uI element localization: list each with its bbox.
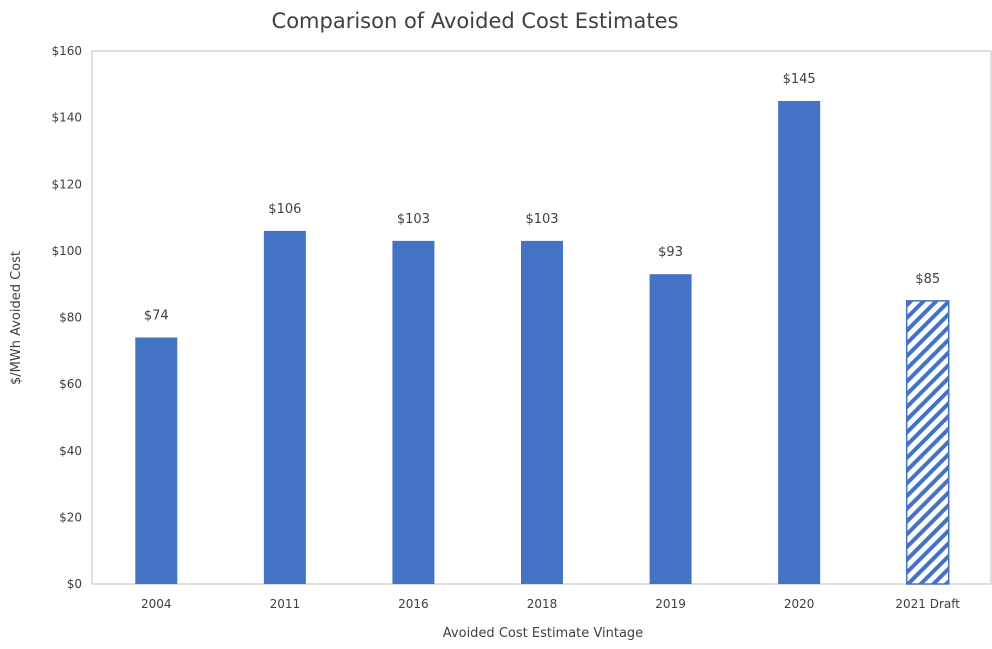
y-axis-title: $/MWh Avoided Cost [9, 251, 24, 385]
x-tick-label: 2011 [270, 597, 301, 611]
bars [135, 100, 950, 585]
x-axis-ticks: 2004 2011 2016 2018 2019 2020 2021 Draft [141, 597, 960, 611]
bar-2018 [521, 240, 563, 584]
bar-data-labels: $74 $106 $103 $103 $93 $145 $85 [144, 72, 940, 324]
bar-data-label: $103 [397, 212, 430, 227]
y-tick-label: $140 [51, 111, 82, 125]
bar-data-label: $103 [525, 212, 558, 227]
y-tick-label: $40 [59, 444, 82, 458]
bar-data-label: $145 [783, 72, 816, 87]
bar-2004 [135, 337, 178, 584]
x-tick-label: 2020 [784, 597, 815, 611]
y-tick-label: $60 [59, 377, 82, 391]
bar-data-label: $106 [268, 202, 301, 217]
x-tick-label: 2016 [398, 597, 429, 611]
chart-title: Comparison of Avoided Cost Estimates [272, 9, 679, 33]
y-tick-label: $0 [67, 577, 82, 591]
bar-data-label: $74 [144, 308, 169, 323]
bar-2011 [263, 230, 306, 584]
y-tick-label: $20 [59, 510, 82, 524]
y-tick-label: $80 [59, 311, 82, 325]
bar-2016 [392, 240, 435, 584]
x-axis-title: Avoided Cost Estimate Vintage [443, 626, 643, 641]
bar-data-label: $85 [915, 272, 940, 287]
bar-2021-draft [905, 300, 950, 585]
x-tick-label: 2018 [527, 597, 558, 611]
x-tick-label: 2019 [655, 597, 686, 611]
bar-2019 [649, 274, 692, 584]
y-axis-ticks: $0 $20 $40 $60 $80 $100 $120 $140 $160 [51, 44, 82, 591]
y-tick-label: $160 [51, 44, 82, 58]
y-tick-label: $120 [51, 177, 82, 191]
bar-2020 [778, 100, 821, 584]
x-tick-label: 2004 [141, 597, 172, 611]
x-tick-label: 2021 Draft [895, 597, 960, 611]
y-tick-label: $100 [51, 244, 82, 258]
bar-data-label: $93 [658, 245, 683, 260]
